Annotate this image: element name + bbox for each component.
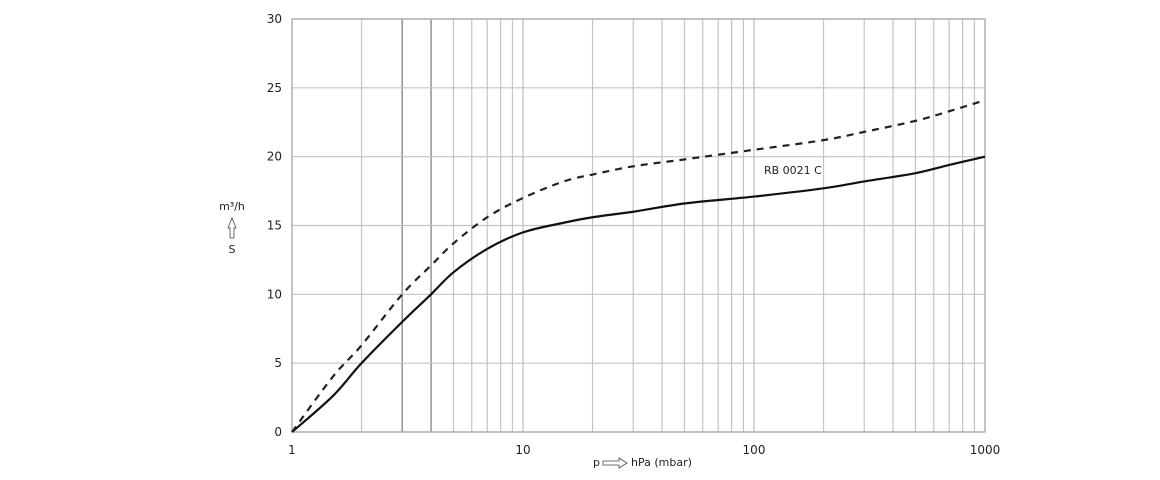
y-tick-label: 15 bbox=[267, 219, 282, 233]
x-tick-label: 10 bbox=[515, 443, 530, 457]
plot-frame bbox=[291, 18, 986, 433]
series-line-dashed bbox=[291, 99, 986, 433]
x-tick-label: 100 bbox=[743, 443, 766, 457]
grid bbox=[291, 18, 986, 433]
right-arrow-icon bbox=[602, 457, 628, 469]
y-tick-label: 5 bbox=[274, 356, 282, 370]
x-tick-labels: 1 10 100 1000 bbox=[288, 443, 1000, 457]
up-arrow-icon bbox=[227, 216, 237, 239]
y-tick-label: 25 bbox=[267, 81, 282, 95]
y-tick-label: 10 bbox=[267, 287, 282, 301]
series-group bbox=[291, 99, 986, 433]
y-axis-symbol: S bbox=[229, 243, 236, 256]
x-axis-prefix: p bbox=[593, 456, 600, 469]
y-tick-label: 30 bbox=[267, 12, 282, 26]
x-tick-label: 1 bbox=[288, 443, 296, 457]
y-tick-label: 0 bbox=[274, 425, 282, 439]
series-line-solid bbox=[291, 155, 986, 433]
x-tick-label: 1000 bbox=[970, 443, 1001, 457]
x-axis-unit: hPa (mbar) bbox=[631, 456, 692, 469]
curve-annotation: RB 0021 C bbox=[764, 164, 822, 177]
y-tick-label: 20 bbox=[267, 150, 282, 164]
y-axis-unit: m³/h bbox=[219, 200, 245, 213]
y-tick-labels: 0 5 10 15 20 25 30 bbox=[267, 12, 282, 439]
